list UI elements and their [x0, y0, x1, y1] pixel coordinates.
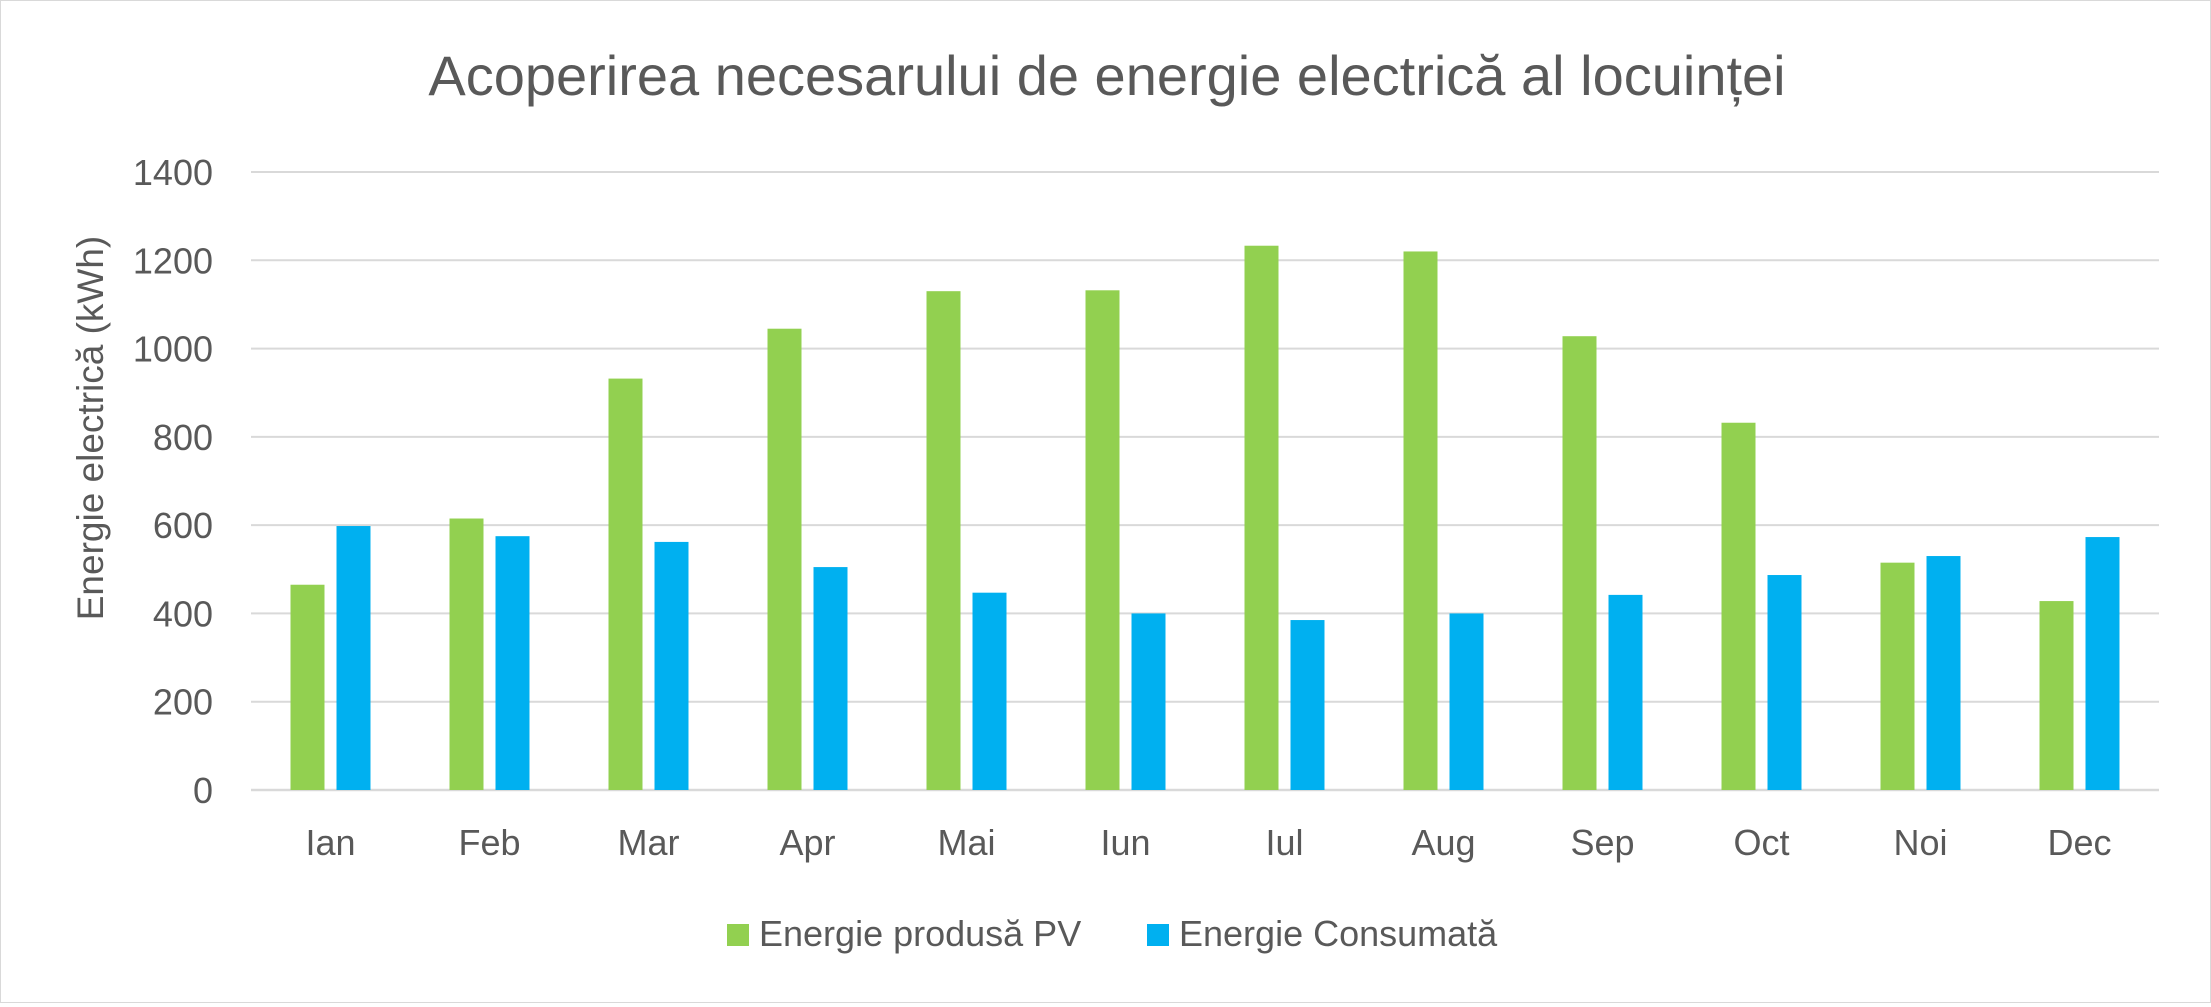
- bar-consum-ian: [336, 526, 371, 790]
- y-tick-label: 1200: [133, 240, 213, 281]
- bar-pv-mar: [608, 378, 643, 790]
- bar-pv-aug: [1403, 251, 1438, 790]
- bar-consum-mar: [654, 541, 689, 790]
- bar-pv-ian: [290, 584, 325, 790]
- bar-consum-mai: [972, 592, 1007, 790]
- y-axis-label: Energie electrică (kWh): [70, 236, 111, 621]
- chart-title: Acoperirea necesarului de energie electr…: [428, 44, 1785, 107]
- legend-swatch-consum: [1147, 924, 1169, 946]
- bar-pv-sep: [1562, 336, 1597, 790]
- x-tick-label: Feb: [458, 822, 520, 863]
- x-tick-label: Aug: [1411, 822, 1475, 863]
- bar-consum-feb: [495, 536, 530, 790]
- bar-consum-noi: [1926, 556, 1961, 790]
- y-tick-label: 800: [153, 417, 213, 458]
- bar-consum-dec: [2085, 537, 2120, 790]
- bar-consum-sep: [1608, 594, 1643, 790]
- x-tick-labels: Ian Feb Mar Apr Mai Iun Iul Aug Sep Oct Noi Dec: [305, 822, 2111, 863]
- x-tick-label: Apr: [779, 822, 835, 863]
- bar-pv-dec: [2039, 601, 2074, 790]
- legend-swatch-pv: [727, 924, 749, 946]
- bars: [290, 245, 2120, 790]
- x-tick-label: Iun: [1100, 822, 1150, 863]
- x-tick-label: Dec: [2047, 822, 2111, 863]
- bar-consum-oct: [1767, 575, 1802, 790]
- bar-pv-oct: [1721, 422, 1756, 790]
- legend-label-consum: Energie Consumată: [1179, 913, 1498, 954]
- x-tick-label: Mai: [937, 822, 995, 863]
- legend: Energie produsă PV Energie Consumată: [727, 913, 1498, 954]
- bar-consum-iun: [1131, 613, 1166, 790]
- x-tick-label: Oct: [1733, 822, 1789, 863]
- y-tick-label: 400: [153, 593, 213, 634]
- bar-consum-aug: [1449, 613, 1484, 790]
- x-tick-label: Noi: [1893, 822, 1947, 863]
- y-tick-label: 1000: [133, 329, 213, 370]
- grid-lines: [251, 171, 2159, 792]
- y-tick-label: 600: [153, 505, 213, 546]
- bar-consum-iul: [1290, 620, 1325, 790]
- x-tick-label: Mar: [618, 822, 680, 863]
- y-tick-label: 1400: [133, 152, 213, 193]
- y-tick-label: 200: [153, 682, 213, 723]
- x-tick-label: Ian: [305, 822, 355, 863]
- y-tick-labels: 0 200 400 600 800 1000 1200 1400: [133, 152, 213, 811]
- bar-pv-iun: [1085, 290, 1120, 790]
- x-tick-label: Sep: [1570, 822, 1634, 863]
- bar-pv-iul: [1244, 245, 1279, 790]
- bar-pv-feb: [449, 518, 484, 790]
- bar-pv-apr: [767, 328, 802, 790]
- bar-pv-noi: [1880, 562, 1915, 790]
- bar-pv-mai: [926, 291, 961, 790]
- y-tick-label: 0: [193, 770, 213, 811]
- legend-label-pv: Energie produsă PV: [759, 913, 1081, 954]
- bar-consum-apr: [813, 567, 848, 790]
- x-tick-label: Iul: [1265, 822, 1303, 863]
